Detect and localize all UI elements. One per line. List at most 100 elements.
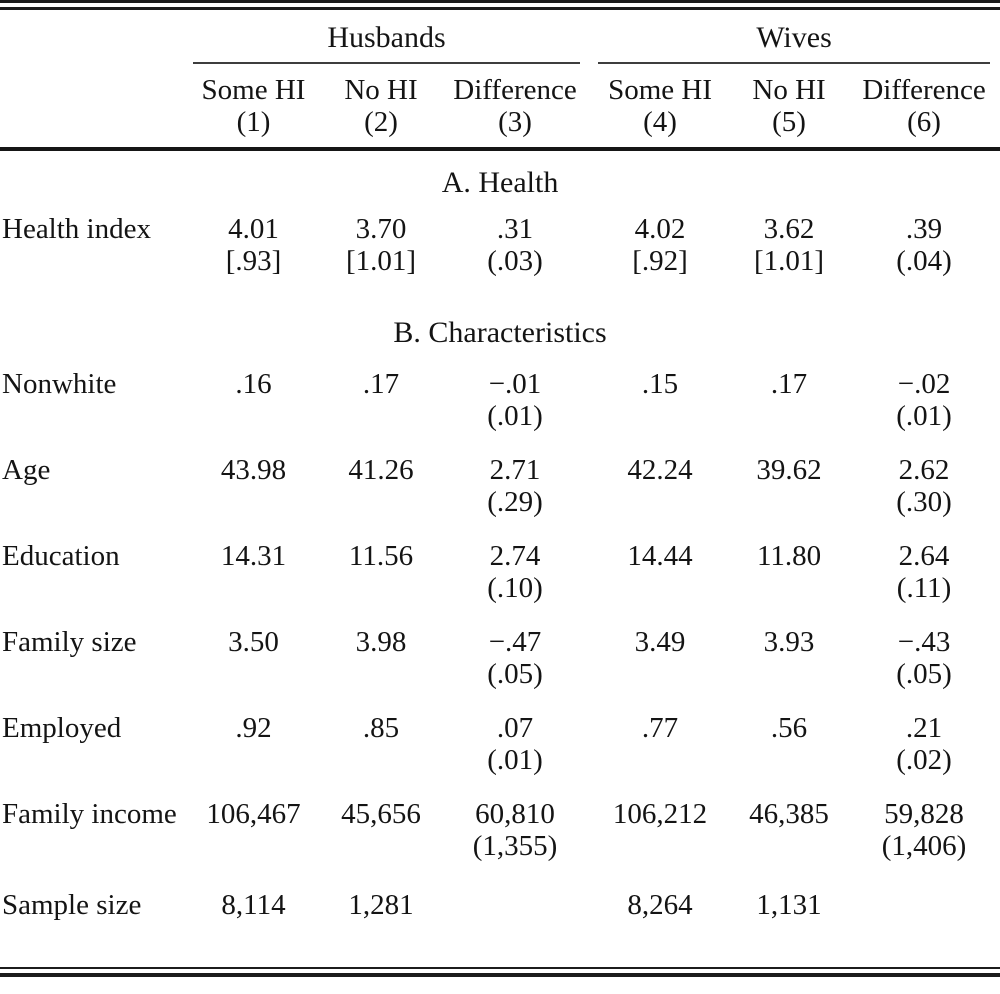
cell-value: 4.01 bbox=[228, 213, 279, 245]
cell: −.01 (.01) bbox=[440, 368, 590, 454]
cell: −.43 (.05) bbox=[848, 626, 1000, 712]
cell: .77 bbox=[590, 712, 730, 798]
cell: 106,212 bbox=[590, 798, 730, 889]
cell-value: 14.31 bbox=[220, 540, 287, 572]
cell: 8,264 bbox=[590, 889, 730, 967]
row-label: Family income bbox=[2, 798, 177, 830]
row-label: Sample size bbox=[2, 889, 142, 921]
table-row-health-index: Health index 4.01 [.93] 3.70 [1.01] .31 (.0… bbox=[0, 213, 1000, 304]
cell: 14.31 bbox=[185, 540, 322, 626]
cell: .85 bbox=[322, 712, 440, 798]
cell-dispersion: (.29) bbox=[487, 486, 543, 518]
cell-dispersion: (.11) bbox=[896, 572, 952, 604]
cell-dispersion: [1.01] bbox=[345, 245, 417, 277]
table-row-education: Education 14.31 11.56 2.74 (.10) 14.44 11… bbox=[0, 540, 1000, 626]
cell-dispersion: (1,406) bbox=[881, 830, 967, 862]
cell-value: 11.80 bbox=[756, 540, 822, 572]
column-number: (2) bbox=[364, 106, 398, 138]
cell: .92 bbox=[185, 712, 322, 798]
cell-value: 14.44 bbox=[627, 540, 693, 572]
cell-value: 41.26 bbox=[348, 454, 414, 486]
cell-value: 106,212 bbox=[612, 798, 708, 830]
group-label-wives: Wives bbox=[598, 22, 991, 64]
cell-dispersion: [.93] bbox=[225, 245, 282, 277]
cell: 4.02 [.92] bbox=[590, 213, 730, 304]
table-row-employed: Employed .92 .85 .07 (.01) .77 .56 .21 (.0… bbox=[0, 712, 1000, 798]
row-label: Family size bbox=[2, 626, 137, 658]
cell-value: .17 bbox=[770, 368, 808, 400]
column-name: Some HI bbox=[608, 74, 712, 106]
cell: 41.26 bbox=[322, 454, 440, 540]
cell-value: −.02 bbox=[897, 368, 951, 400]
cell bbox=[848, 889, 1000, 967]
cell-value: 1,281 bbox=[348, 889, 414, 921]
cell: 60,810 (1,355) bbox=[440, 798, 590, 889]
cell-dispersion: (.01) bbox=[487, 400, 543, 432]
cell: .07 (.01) bbox=[440, 712, 590, 798]
cell: 3.70 [1.01] bbox=[322, 213, 440, 304]
cell: 46,385 bbox=[730, 798, 848, 889]
column-name: Some HI bbox=[201, 74, 306, 106]
cell: 14.44 bbox=[590, 540, 730, 626]
cell: 3.62 [1.01] bbox=[730, 213, 848, 304]
bottom-double-rule bbox=[0, 967, 1000, 977]
cell-value: .56 bbox=[770, 712, 808, 744]
cell-value: 2.71 bbox=[489, 454, 541, 486]
cell: .39 (.04) bbox=[848, 213, 1000, 304]
table-row-family-size: Family size 3.50 3.98 −.47 (.05) 3.49 3.9… bbox=[0, 626, 1000, 712]
table-body: A. Health Health index 4.01 [.93] 3.70 [1.… bbox=[0, 149, 1000, 967]
cell-dispersion: [1.01] bbox=[753, 245, 825, 277]
cell: 3.98 bbox=[322, 626, 440, 712]
cell: −.47 (.05) bbox=[440, 626, 590, 712]
row-label: Education bbox=[2, 540, 120, 572]
cell-value: 43.98 bbox=[220, 454, 287, 486]
cell-value: .21 bbox=[905, 712, 943, 744]
section-header-row-health: A. Health bbox=[0, 149, 1000, 213]
column-header-1: Some HI (1) bbox=[185, 64, 322, 151]
table-header: Husbands Wives Some HI (1) No HI (2) Dif… bbox=[0, 10, 1000, 151]
cell: .31 (.03) bbox=[440, 213, 590, 304]
cell-value: .92 bbox=[235, 712, 272, 744]
column-number: (1) bbox=[236, 106, 271, 138]
cell: 1,281 bbox=[322, 889, 440, 967]
table-row-nonwhite: Nonwhite .16 .17 −.01 (.01) .15 .17 −.02(… bbox=[0, 368, 1000, 454]
column-header-row: Some HI (1) No HI (2) Difference (3) Som… bbox=[0, 64, 1000, 151]
column-name: No HI bbox=[752, 74, 826, 106]
column-header-6: Difference (6) bbox=[848, 64, 1000, 151]
column-number: (3) bbox=[498, 106, 532, 138]
cell: 2.64 (.11) bbox=[848, 540, 1000, 626]
cell-value: 2.62 bbox=[898, 454, 950, 486]
cell: 1,131 bbox=[730, 889, 848, 967]
cell-dispersion: (.10) bbox=[487, 572, 543, 604]
cell: 106,467 bbox=[185, 798, 322, 889]
cell-value: 45,656 bbox=[341, 798, 421, 830]
cell: −.02 (.01) bbox=[848, 368, 1000, 454]
empty-corner-cell bbox=[0, 10, 185, 64]
group-header-husbands: Husbands bbox=[185, 10, 590, 64]
cell: 11.80 bbox=[730, 540, 848, 626]
cell-dispersion: (.04) bbox=[896, 245, 952, 277]
cell-dispersion: (.01) bbox=[896, 400, 952, 432]
table-row-family-income: Family income 106,467 45,656 60,810 (1,35… bbox=[0, 798, 1000, 889]
cell-value: .16 bbox=[235, 368, 272, 400]
cell-value: 2.64 bbox=[898, 540, 950, 572]
cell: 2.62 (.30) bbox=[848, 454, 1000, 540]
cell-value: 3.50 bbox=[228, 626, 279, 658]
table-row-age: Age 43.98 41.26 2.71 (.29) 42.24 39.62 2.… bbox=[0, 454, 1000, 540]
cell-dispersion: [.92] bbox=[632, 245, 688, 277]
column-number: (6) bbox=[907, 106, 941, 138]
cell: 11.56 bbox=[322, 540, 440, 626]
cell: .17 bbox=[322, 368, 440, 454]
cell-dispersion: (.03) bbox=[487, 245, 543, 277]
column-header-5: No HI (5) bbox=[730, 64, 849, 151]
column-header-4: Some HI (4) bbox=[590, 64, 731, 151]
cell-value: 46,385 bbox=[749, 798, 829, 830]
cell: 3.49 bbox=[590, 626, 730, 712]
section-header-row-characteristics: B. Characteristics bbox=[0, 304, 1000, 368]
summary-statistics-table: Husbands Wives Some HI (1) No HI (2) Dif… bbox=[0, 10, 1000, 967]
cell-value: 3.98 bbox=[355, 626, 407, 658]
cell: 42.24 bbox=[590, 454, 730, 540]
cell-dispersion: (.30) bbox=[896, 486, 952, 518]
cell-dispersion: (1,355) bbox=[472, 830, 558, 862]
